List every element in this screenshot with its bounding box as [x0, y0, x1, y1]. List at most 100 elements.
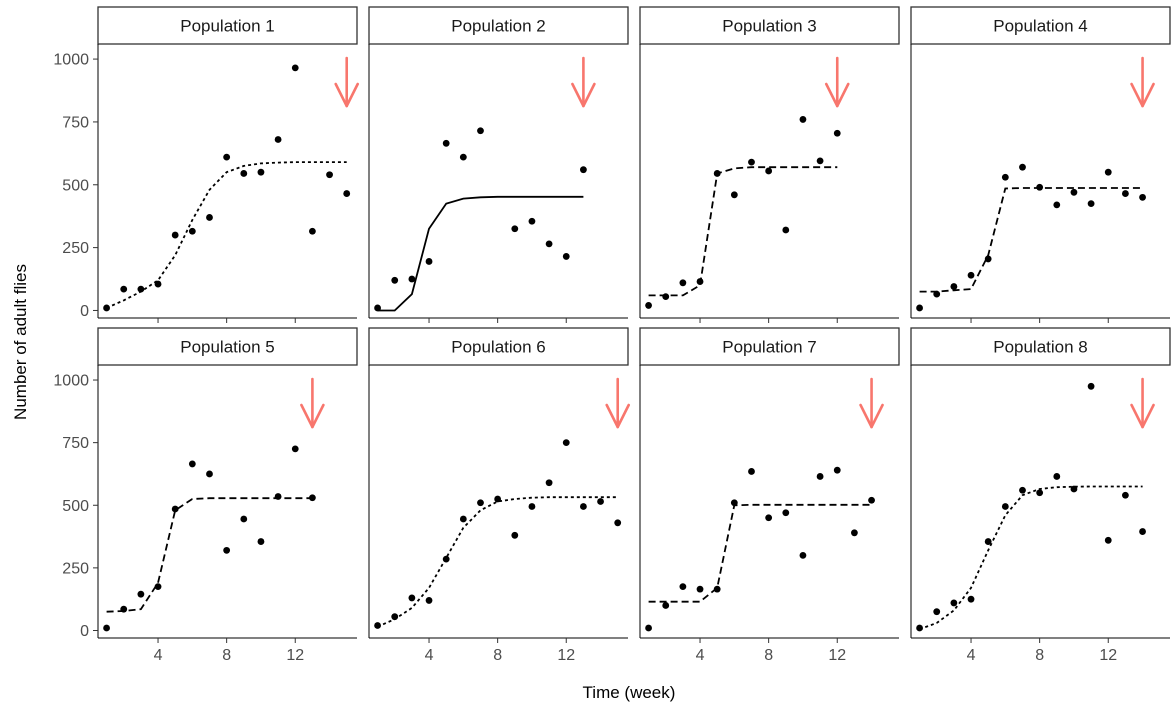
data-point: [442, 139, 450, 147]
data-point: [343, 190, 351, 197]
data-point: [154, 280, 162, 288]
fit-line-dotted: [919, 485, 1143, 631]
down-arrow-icon: [571, 56, 596, 108]
x-tick-label: 4: [696, 647, 705, 664]
panel-strip: [910, 327, 1171, 366]
data-point: [562, 439, 570, 447]
data-point: [154, 583, 162, 591]
data-point: [477, 499, 484, 507]
y-tick-label: 500: [62, 177, 89, 194]
data-point: [1001, 503, 1009, 510]
x-tick-label: 12: [286, 647, 304, 664]
data-point: [679, 279, 687, 287]
fit-line-solid: [377, 195, 584, 312]
data-point: [1087, 200, 1095, 208]
panel-8: Population 8 4 8 12: [910, 327, 1171, 664]
data-point: [274, 136, 282, 143]
data-point: [696, 585, 704, 593]
data-point: [967, 271, 975, 279]
data-point: [580, 166, 587, 174]
panel-title: Population 2: [451, 17, 546, 36]
data-point: [408, 594, 416, 602]
data-point: [309, 494, 316, 502]
x-tick-label: 4: [967, 647, 976, 664]
y-tick-label: 750: [62, 435, 89, 452]
data-point: [171, 505, 179, 513]
data-point: [916, 624, 923, 632]
data-point: [188, 227, 196, 235]
data-point: [206, 470, 213, 478]
data-point: [614, 519, 622, 527]
panel-title: Population 5: [180, 338, 275, 357]
y-tick-label: 500: [62, 498, 89, 515]
data-point: [1104, 168, 1112, 176]
panel-3: Population 3: [639, 6, 900, 323]
data-point: [291, 64, 299, 72]
data-point: [545, 479, 553, 487]
x-tick-label: 8: [222, 647, 231, 664]
data-point: [120, 285, 128, 293]
fit-line-dashed: [648, 503, 872, 603]
down-arrow-icon: [824, 56, 850, 108]
data-point: [223, 153, 231, 161]
data-point: [1139, 528, 1146, 535]
data-point: [868, 496, 875, 504]
data-point: [459, 153, 467, 161]
fit-line-dashed: [919, 187, 1143, 293]
x-tick-label: 4: [154, 647, 163, 664]
data-point: [103, 624, 110, 632]
data-point: [645, 624, 652, 632]
down-arrow-icon: [1130, 377, 1155, 429]
data-point: [696, 278, 704, 285]
data-point: [816, 473, 824, 480]
panel-4: Population 4: [910, 6, 1171, 323]
data-point: [580, 503, 587, 510]
data-point: [374, 304, 381, 312]
x-tick-label: 12: [828, 647, 846, 664]
y-tick-label: 0: [80, 303, 89, 320]
data-point: [950, 599, 958, 607]
data-point: [103, 304, 110, 312]
data-point: [240, 515, 248, 523]
x-tick-label: 4: [425, 647, 434, 664]
data-point: [528, 217, 536, 225]
data-point: [1019, 486, 1026, 494]
data-point: [425, 258, 433, 265]
data-point: [730, 499, 738, 507]
panel-strip: [368, 327, 629, 366]
data-point: [713, 585, 721, 593]
panel-1: Population 1: [97, 6, 360, 323]
data-point: [257, 538, 265, 545]
data-point: [1070, 188, 1078, 196]
data-point: [1036, 489, 1044, 497]
data-point: [645, 302, 652, 309]
data-point: [240, 170, 248, 177]
data-point: [597, 498, 604, 505]
data-point: [171, 231, 179, 239]
data-point: [120, 605, 128, 613]
data-point: [391, 276, 399, 284]
data-point: [933, 290, 941, 298]
data-point: [1036, 183, 1044, 191]
panel-strip: [910, 6, 1171, 45]
data-point: [782, 226, 790, 234]
data-point: [511, 225, 519, 233]
data-point: [1070, 485, 1078, 493]
data-point: [950, 283, 958, 290]
down-arrow-icon: [334, 56, 360, 108]
y-tick-label: 1000: [53, 52, 89, 69]
y-tick-label: 0: [80, 623, 89, 640]
data-point: [782, 509, 790, 517]
data-point: [1053, 201, 1061, 209]
data-point: [391, 613, 399, 621]
data-point: [408, 275, 416, 283]
data-point: [374, 622, 381, 629]
panel-strip: [97, 327, 358, 366]
down-arrow-icon: [859, 377, 884, 429]
y-axis-row-2: 0 250 500 750 1000: [53, 373, 98, 640]
down-arrow-icon: [605, 377, 631, 429]
data-point: [765, 514, 773, 522]
fit-line-dashed: [106, 497, 313, 613]
data-point: [713, 170, 721, 177]
y-axis-title: Number of adult flies: [11, 264, 30, 420]
